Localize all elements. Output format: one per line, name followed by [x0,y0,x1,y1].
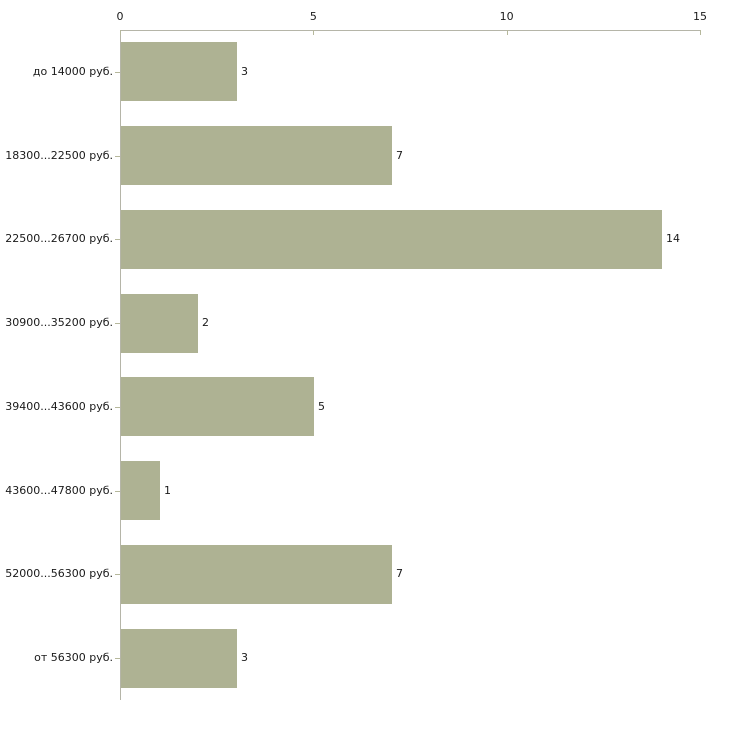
y-tick [115,239,120,240]
bar[interactable] [121,294,198,353]
y-tick [115,574,120,575]
x-tick-label: 5 [309,10,317,23]
category-label: 18300...22500 руб. [5,149,113,162]
bar-value-label: 3 [241,65,248,78]
x-tick [506,30,508,35]
bar-value-label: 7 [396,567,403,580]
bar-value-label: 7 [396,149,403,162]
category-label: от 56300 руб. [34,651,113,664]
category-label: до 14000 руб. [32,65,113,78]
x-axis-line [120,30,700,31]
bar-value-label: 5 [318,400,325,413]
bar-value-label: 2 [202,316,209,329]
bar-value-label: 1 [164,484,171,497]
bar[interactable] [121,42,237,101]
x-tick-label: 15 [693,10,707,23]
bar[interactable] [121,461,160,520]
y-axis-line [120,30,121,700]
bar[interactable] [121,126,392,185]
y-tick [115,72,120,73]
y-tick [115,658,120,659]
bar[interactable] [121,629,237,688]
x-tick [120,30,121,35]
bar[interactable] [121,545,392,604]
category-label: 22500...26700 руб. [5,232,113,245]
x-tick-label: 0 [116,10,124,23]
bar[interactable] [121,210,662,269]
category-label: 43600...47800 руб. [5,484,113,497]
y-tick [115,323,120,324]
category-label: 52000...56300 руб. [5,567,113,580]
y-tick [115,156,120,157]
bar-value-label: 3 [241,651,248,664]
category-label: 39400...43600 руб. [5,400,113,413]
x-tick-label: 10 [499,10,514,23]
bar[interactable] [121,377,314,436]
x-tick [700,30,701,35]
y-tick [115,491,120,492]
x-tick [313,30,315,35]
y-tick [115,407,120,408]
bar-value-label: 14 [666,232,680,245]
category-label: 30900...35200 руб. [5,316,113,329]
